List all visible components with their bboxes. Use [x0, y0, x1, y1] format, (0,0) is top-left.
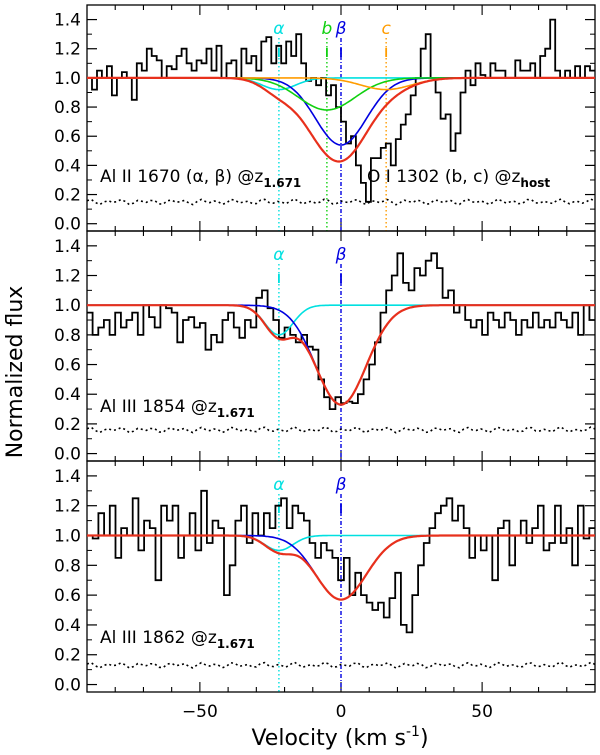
marker-label-0: α [273, 19, 284, 39]
panel-label: Al III 1862 @z1.671 [100, 628, 255, 651]
panels-group: 0.00.20.40.60.81.01.21.4 α b β cAl II 1670 (… [54, 4, 596, 696]
y-tick-label: 0.8 [54, 556, 81, 576]
flux-histogram [87, 18, 595, 203]
x-tick-label: 50 [471, 702, 493, 722]
marker-label-0: α [273, 245, 284, 265]
y-tick-label: 0.2 [54, 646, 81, 666]
marker-label-1: β [335, 475, 347, 495]
total-model [87, 534, 595, 601]
marker-label-1: β [335, 245, 347, 265]
y-tick-label: 1.4 [54, 467, 81, 487]
y-tick-label: 0.4 [54, 156, 81, 176]
x-tick-label: 0 [336, 702, 347, 722]
panel-label-sub: 1.671 [263, 176, 301, 190]
y-tick-label: 0.2 [54, 186, 81, 206]
y-tick-label: 0.8 [54, 326, 81, 346]
panel-al3-1854: 0.0 0.2 0.4 0.6 0.8 1.0 1.2 1.4 α β Al III 1854 @z… [54, 230, 596, 465]
panel-label-main: Al III 1862 @z [100, 628, 217, 648]
x-tick-label: −50 [182, 702, 218, 722]
y-tick-label: 0.4 [54, 616, 81, 636]
panel-label: Al II 1670 (α, β) @z1.671 [100, 167, 301, 190]
x-axis: −50 0 50 [182, 702, 493, 722]
panel-al3-1862: 0.0 0.2 0.4 0.6 0.8 1.0 1.2 1.4 α β Al III 1862 @z… [54, 460, 596, 696]
y-tick-label: 1.2 [54, 40, 81, 60]
y-tick-label: 0.6 [54, 356, 81, 376]
noise-spectrum [86, 197, 596, 206]
y-tick-label: 1.0 [54, 69, 81, 89]
flux-histogram [87, 489, 595, 634]
x-axis-label: Velocity (km s-1) [251, 724, 428, 751]
total-model [87, 304, 595, 406]
panel-label: Al III 1854 @z1.671 [100, 397, 255, 420]
y-tick-label: 1.4 [54, 237, 81, 257]
panel-label-2-sub: host [520, 176, 550, 190]
panel-label-main: Al II 1670 (α, β) @z [100, 167, 263, 187]
y-tick-label: 1.2 [54, 267, 81, 287]
y-tick-label: 0.4 [54, 385, 81, 405]
y-tick-label: 0.8 [54, 98, 81, 118]
marker-label-2: β [335, 19, 347, 39]
y-tick-label: 0.0 [54, 445, 81, 465]
panel-label-main: Al III 1854 @z [100, 397, 217, 417]
y-tick-label: 1.2 [54, 497, 81, 517]
marker-label-0: α [273, 475, 284, 495]
y-tick-label: 1.0 [54, 296, 81, 316]
y-axis-label: Normalized flux [3, 286, 28, 459]
marker-label-1: b [321, 19, 332, 39]
y-tick-label: 0.6 [54, 586, 81, 606]
noise-spectrum [86, 661, 596, 670]
y-tick-label: 1.0 [54, 527, 81, 547]
marker-label-3: c [381, 19, 391, 39]
panel-al2-1670: 0.0 0.2 0.4 0.6 0.8 1.0 1.2 1.4 α b β c Al II 1670 (… [54, 4, 596, 235]
y-tick-label: 0.6 [54, 127, 81, 147]
y-tick-label: 0.0 [54, 215, 81, 235]
y-tick-label: 0.0 [54, 676, 81, 696]
flux-histogram [87, 252, 595, 410]
total-model [87, 76, 595, 163]
panel-label-2: O I 1302 (b, c) @zhost [367, 167, 550, 190]
panel-label-sub: 1.671 [217, 406, 255, 420]
y-tick-label: 0.2 [54, 415, 81, 435]
panel-label-sub: 1.671 [217, 637, 255, 651]
y-tick-label: 1.4 [54, 11, 81, 31]
noise-spectrum [86, 425, 596, 434]
panel-label-2-main: O I 1302 (b, c) @z [367, 167, 520, 187]
